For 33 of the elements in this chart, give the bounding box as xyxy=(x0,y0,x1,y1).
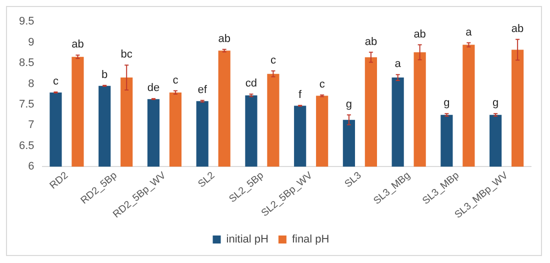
data-label: c xyxy=(172,74,179,86)
data-label: ab xyxy=(364,36,378,48)
data-label: c xyxy=(270,54,276,66)
data-label: c xyxy=(52,76,59,88)
data-label: bc xyxy=(120,48,133,61)
data-label: g xyxy=(492,97,499,110)
data-label: f xyxy=(298,88,303,101)
y-tick-label: 8 xyxy=(28,78,34,90)
x-tick-label: SL3 xyxy=(342,170,364,190)
y-tick-label: 9 xyxy=(28,36,34,48)
legend-label: final pH xyxy=(292,234,330,246)
y-tick-label: 8.5 xyxy=(18,57,34,70)
data-label: g xyxy=(346,98,352,110)
data-label: ab xyxy=(218,32,230,45)
y-tick-label: 7 xyxy=(28,119,34,132)
data-label: a xyxy=(466,26,473,38)
data-label: c xyxy=(319,78,326,90)
data-label: a xyxy=(394,58,402,70)
y-tick-label: 9.5 xyxy=(18,16,34,28)
y-tick-label: 6 xyxy=(28,160,34,173)
data-label: ef xyxy=(198,84,208,96)
data-label: de xyxy=(147,82,160,94)
y-tick-label: 6.5 xyxy=(18,140,34,152)
data-label: ab xyxy=(414,28,426,40)
data-label: ab xyxy=(511,22,524,35)
x-tick-label: SL2 xyxy=(196,170,218,190)
y-tick-label: 7.5 xyxy=(18,98,34,111)
data-label: cd xyxy=(245,78,258,90)
data-label: b xyxy=(102,68,108,81)
data-label: g xyxy=(444,97,450,110)
x-tick-label: RD2 xyxy=(48,170,71,192)
legend-label: initial pH xyxy=(226,234,268,246)
data-label: ab xyxy=(72,38,84,51)
